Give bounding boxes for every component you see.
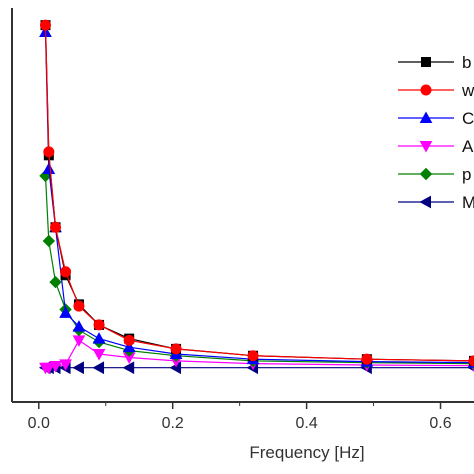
legend-marker: [421, 57, 431, 67]
data-point-A: [42, 362, 56, 375]
legend-item-p: p: [398, 165, 471, 184]
legend-label: A: [462, 137, 474, 156]
legend-label: w: [461, 81, 474, 100]
data-point-w: [170, 343, 182, 355]
data-point-w: [361, 353, 373, 365]
legend-label: M: [462, 193, 474, 212]
x-tick-label: 0.0: [28, 415, 50, 432]
data-point-C: [72, 320, 86, 332]
data-point-M: [122, 361, 135, 375]
data-point-p: [42, 234, 56, 248]
data-point-M: [72, 361, 84, 375]
legend-marker: [419, 141, 433, 153]
data-point-w: [468, 355, 474, 367]
series-p: [39, 169, 474, 370]
legend-label: p: [462, 165, 471, 184]
legend-marker: [420, 84, 432, 96]
data-point-w: [43, 146, 55, 158]
series-line-w: [44, 25, 474, 362]
x-tick-label: 0.6: [429, 415, 451, 432]
data-point-A: [72, 335, 86, 347]
series-line-p: [44, 175, 474, 365]
data-point-C: [42, 162, 56, 175]
legend-label: b: [462, 53, 471, 72]
legend-marker: [419, 111, 433, 123]
legend-item-C: C: [398, 109, 474, 128]
data-point-w: [50, 221, 62, 233]
legend-item-w: w: [398, 81, 474, 100]
data-point-p: [49, 275, 62, 289]
data-point-w: [60, 266, 72, 278]
legend-item-M: M: [398, 193, 474, 212]
x-axis-title: Frequency [Hz]: [249, 443, 364, 462]
legend-marker: [419, 195, 431, 209]
data-point-C: [59, 306, 72, 318]
x-tick-layer: 0.0 0.2 0.4 0.6: [28, 402, 452, 432]
series-line-C: [44, 31, 474, 364]
data-point-A: [49, 361, 62, 373]
series-b: [40, 20, 474, 366]
series-C: [39, 25, 474, 368]
data-point-w: [93, 319, 105, 331]
data-point-C: [92, 332, 106, 344]
legend-label: C: [462, 109, 474, 128]
x-tick-label: 0.4: [295, 415, 317, 432]
data-point-w: [123, 334, 135, 346]
data-point-C: [122, 340, 136, 353]
legend-item-b: b: [398, 53, 471, 72]
legend-item-A: A: [398, 137, 474, 156]
data-point-w: [73, 300, 85, 312]
data-point-M: [92, 361, 105, 375]
axes-layer: [11, 8, 474, 403]
data-point-w: [39, 19, 51, 31]
series-layer: [38, 19, 474, 375]
series-line-b: [44, 25, 474, 362]
data-point-A: [59, 359, 72, 371]
x-tick-label: 0.2: [162, 415, 184, 432]
data-point-A: [92, 349, 106, 361]
series-w: [39, 19, 474, 367]
data-point-w: [247, 350, 259, 362]
legend-marker: [419, 167, 433, 181]
